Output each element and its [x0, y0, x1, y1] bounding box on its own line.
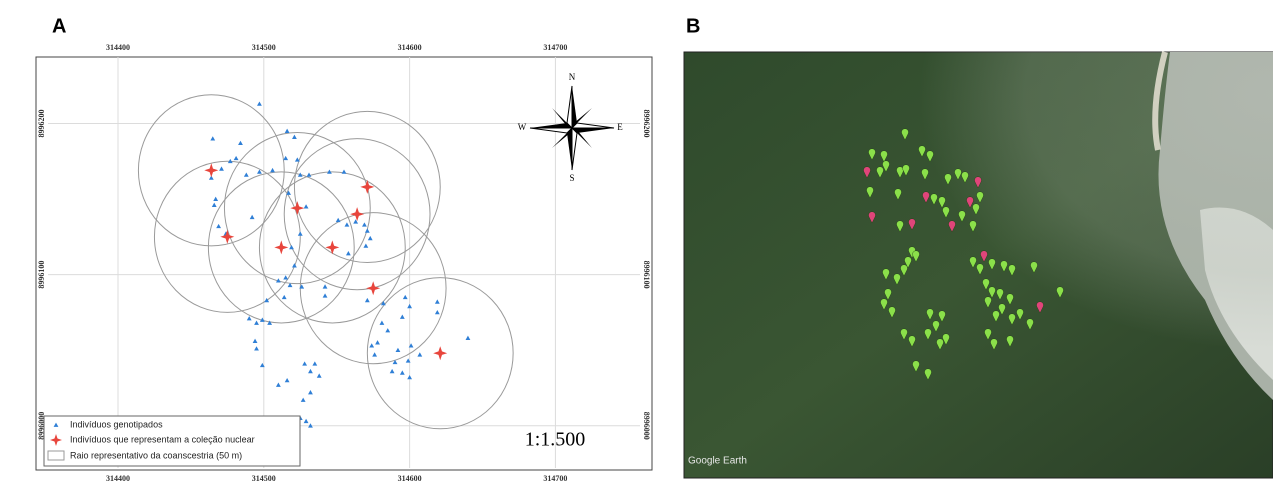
legend-label: Raio representativo da coanscestria (50 …	[70, 450, 242, 460]
y-tick-label: 8996200	[642, 109, 651, 137]
y-tick-label: 8996000	[642, 412, 651, 440]
page: A 314400 314400 314500 314500 314600 314600 31…	[0, 0, 1273, 488]
x-tick-label: 314700	[543, 43, 567, 52]
legend-label: Indivíduos que representam a coleção nuc…	[70, 434, 255, 444]
x-tick-label: 314500	[252, 474, 276, 483]
x-tick-label: 314500	[252, 43, 276, 52]
y-tick-label: 8996200	[37, 109, 46, 137]
x-tick-label: 314600	[398, 43, 422, 52]
compass-w: W	[518, 122, 527, 132]
x-tick-label: 314400	[106, 474, 130, 483]
y-tick-label: 8996100	[37, 261, 46, 289]
compass-n: N	[569, 72, 576, 82]
legend-swatch	[48, 451, 64, 460]
watermark: Google Earth	[688, 456, 747, 467]
x-tick-label: 314400	[106, 43, 130, 52]
legend-label: Indivíduos genotipados	[70, 419, 163, 429]
compass-s: S	[569, 173, 574, 183]
panel-label: B	[686, 15, 700, 37]
figure: A 314400 314400 314500 314500 314600 314600 31…	[0, 0, 1273, 488]
y-tick-label: 8996100	[642, 261, 651, 289]
x-tick-label: 314600	[398, 474, 422, 483]
compass-e: E	[617, 122, 623, 132]
panel-label: A	[52, 15, 66, 37]
x-tick-label: 314700	[543, 474, 567, 483]
scale-label: 1:1.500	[525, 429, 586, 451]
map-frame	[36, 57, 652, 470]
